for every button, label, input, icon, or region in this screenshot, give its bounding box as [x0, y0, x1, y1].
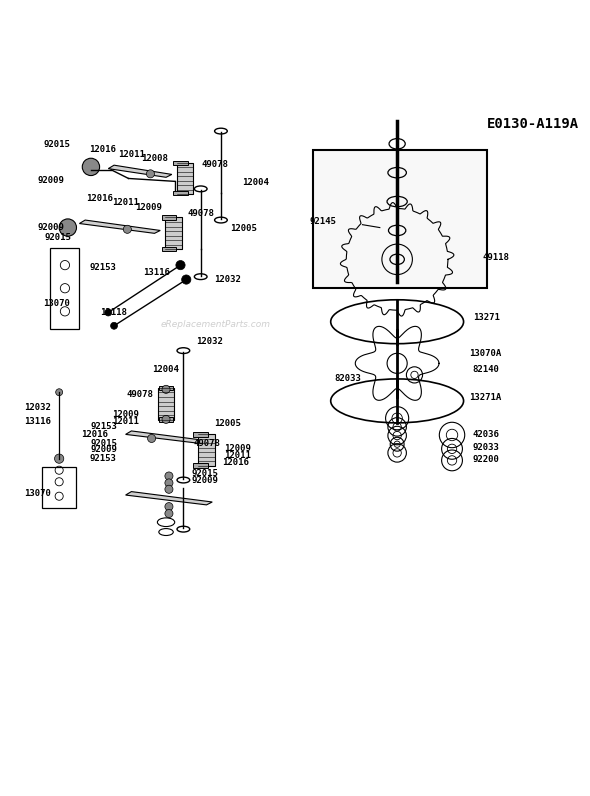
- Text: 49078: 49078: [127, 390, 153, 399]
- Bar: [173, 190, 188, 195]
- Text: 12011: 12011: [112, 198, 139, 207]
- Text: 49078: 49078: [193, 439, 220, 448]
- Circle shape: [54, 454, 64, 463]
- Text: 92145: 92145: [310, 217, 337, 226]
- Text: 13271A: 13271A: [470, 393, 502, 403]
- Bar: [313, 150, 487, 288]
- Circle shape: [165, 509, 173, 517]
- Bar: [194, 463, 208, 468]
- Text: 92009: 92009: [191, 475, 218, 485]
- Text: 12011: 12011: [112, 416, 139, 426]
- Text: 92009: 92009: [37, 176, 64, 185]
- Circle shape: [148, 435, 156, 443]
- Bar: [162, 247, 176, 252]
- Text: 92009: 92009: [37, 223, 64, 232]
- FancyBboxPatch shape: [198, 434, 215, 466]
- Circle shape: [176, 260, 185, 270]
- Polygon shape: [109, 166, 172, 178]
- Bar: [194, 432, 208, 437]
- Circle shape: [162, 385, 170, 393]
- FancyBboxPatch shape: [158, 388, 174, 419]
- Text: 12005: 12005: [231, 224, 257, 233]
- Circle shape: [82, 158, 100, 176]
- Text: 12016: 12016: [81, 430, 109, 439]
- Circle shape: [59, 219, 77, 236]
- Text: 12016: 12016: [86, 194, 113, 203]
- Text: 13070: 13070: [44, 298, 70, 308]
- Bar: [159, 386, 173, 391]
- Text: 13070A: 13070A: [470, 349, 502, 358]
- Text: 92200: 92200: [472, 455, 499, 464]
- Circle shape: [182, 275, 191, 284]
- Bar: [162, 216, 176, 220]
- Circle shape: [105, 309, 112, 316]
- Polygon shape: [80, 220, 160, 233]
- Circle shape: [123, 225, 132, 233]
- Text: 13116: 13116: [24, 416, 51, 426]
- Text: 12011: 12011: [118, 150, 145, 158]
- Bar: [51, 248, 80, 329]
- Text: 12016: 12016: [89, 145, 116, 154]
- Text: 13271: 13271: [473, 313, 500, 322]
- Text: 92033: 92033: [472, 443, 499, 452]
- Text: 12008: 12008: [141, 154, 168, 162]
- FancyBboxPatch shape: [177, 162, 193, 194]
- Circle shape: [165, 479, 173, 487]
- Text: 49078: 49078: [187, 209, 214, 217]
- Text: 12016: 12016: [222, 458, 249, 467]
- Polygon shape: [126, 431, 212, 444]
- Text: 12011: 12011: [224, 451, 251, 460]
- Circle shape: [110, 322, 117, 330]
- Text: 13070: 13070: [24, 489, 51, 498]
- Text: 92153: 92153: [90, 263, 116, 272]
- Text: 49078: 49078: [202, 159, 228, 169]
- Circle shape: [146, 170, 155, 178]
- Text: 92015: 92015: [91, 439, 117, 447]
- Polygon shape: [126, 492, 212, 505]
- Text: 92153: 92153: [91, 423, 117, 431]
- Text: eReplacementParts.com: eReplacementParts.com: [160, 319, 270, 329]
- Circle shape: [165, 486, 173, 494]
- Text: 12004: 12004: [153, 365, 179, 373]
- Circle shape: [55, 388, 63, 396]
- Circle shape: [165, 502, 173, 511]
- Text: 12009: 12009: [135, 203, 162, 212]
- Text: 82140: 82140: [472, 365, 499, 373]
- Text: 12032: 12032: [196, 337, 223, 346]
- Bar: [42, 467, 77, 508]
- Text: 92015: 92015: [45, 233, 71, 242]
- Text: 12004: 12004: [242, 178, 269, 187]
- Text: 92009: 92009: [91, 446, 117, 455]
- Text: 13118: 13118: [101, 308, 127, 317]
- Circle shape: [162, 416, 170, 423]
- Text: 12032: 12032: [214, 275, 241, 284]
- Text: 92015: 92015: [191, 469, 218, 478]
- Text: 12032: 12032: [24, 403, 51, 412]
- Text: 12009: 12009: [112, 410, 139, 419]
- Text: 82033: 82033: [335, 374, 362, 384]
- FancyBboxPatch shape: [165, 217, 182, 249]
- Text: 12009: 12009: [224, 443, 251, 453]
- Bar: [173, 161, 188, 166]
- Text: 12005: 12005: [214, 419, 241, 428]
- Text: 92015: 92015: [44, 140, 71, 149]
- Text: 13116: 13116: [143, 267, 170, 276]
- Text: 92153: 92153: [89, 455, 116, 463]
- Bar: [159, 417, 173, 422]
- Text: 49118: 49118: [483, 252, 509, 262]
- Text: E0130-A119A: E0130-A119A: [487, 116, 579, 131]
- Text: 42036: 42036: [472, 431, 499, 439]
- Circle shape: [165, 472, 173, 480]
